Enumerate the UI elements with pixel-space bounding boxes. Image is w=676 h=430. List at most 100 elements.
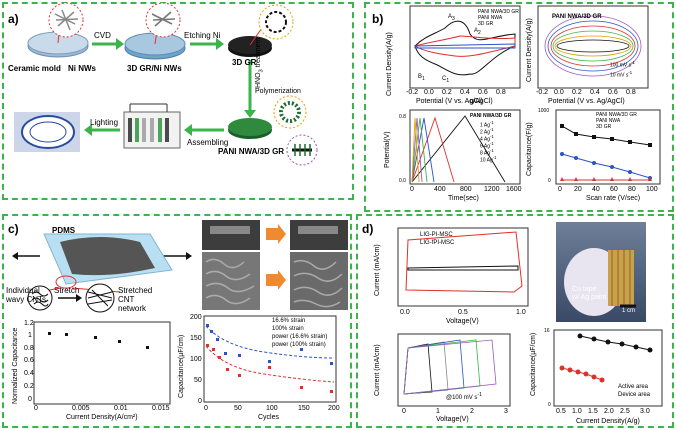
b-gcd-yt-0: 0.8 bbox=[399, 114, 406, 120]
c-norm-xlabel: Current Density(A/cm²) bbox=[66, 414, 138, 421]
b-scan-chart bbox=[537, 5, 649, 89]
b-cv-gcl: gCl) bbox=[470, 98, 483, 105]
b-cap-series-pani bbox=[561, 153, 651, 179]
gr-zoom bbox=[258, 4, 294, 40]
d-cv-xlabel: Voltage(V) bbox=[446, 318, 479, 325]
panel-a-diagram bbox=[14, 2, 318, 166]
b-cv-legend-2: PANI NWA bbox=[478, 15, 503, 21]
b-cap-xt-0: 0 bbox=[558, 186, 562, 193]
b-gcd-leg-3: 4 Ag-1 bbox=[480, 134, 494, 143]
c-norm-yt-3: 0.6 bbox=[24, 357, 34, 364]
b-cv-xlabel: Potential (V vs. Ag/AgCl) bbox=[416, 98, 493, 105]
b-cv-legend-1: PANI NWA/3D GR bbox=[478, 9, 519, 15]
b-scan-xt-2: 0.2 bbox=[572, 89, 582, 96]
c-norm-yt-0: 1.2 bbox=[24, 320, 34, 327]
panel-b-label: b) bbox=[372, 12, 384, 26]
label-stretched-network: Stretched CNT network bbox=[118, 286, 153, 313]
d-cap-xt-1: 1.0 bbox=[572, 408, 582, 415]
b-cap-leg-3: 3D GR bbox=[596, 124, 612, 130]
label-stretch: Stretch bbox=[54, 286, 80, 295]
b-scan-lo: 10 mV s-1 bbox=[610, 70, 633, 79]
b-cv-xt-3: 0.4 bbox=[460, 89, 470, 96]
b-scan-xt-3: 0.4 bbox=[590, 89, 600, 96]
d-cv2-xt-0: 0 bbox=[402, 408, 406, 415]
b-gcd-xt-4: 1600 bbox=[506, 186, 522, 193]
b-cv-pani bbox=[413, 35, 516, 57]
d-cap-xt-2: 1.5 bbox=[588, 408, 598, 415]
c-norm-yt-4: 0.4 bbox=[24, 370, 34, 377]
b-scan-xlabel: Potential (V vs. Ag/AgCl) bbox=[548, 98, 625, 105]
c-cycle-yt-1: 150 bbox=[190, 335, 202, 342]
b-gcd-leg-5: 8 Ag-1 bbox=[480, 148, 494, 157]
b-gcd-yt-8: 0.0 bbox=[399, 178, 406, 184]
b-cap-series-pani-3dgr bbox=[561, 125, 651, 146]
c-norm-yt-1: 1 bbox=[28, 332, 32, 339]
c-cycle-leg-2: 100% strain bbox=[272, 326, 304, 332]
c-cycle-yt-0: 200 bbox=[190, 314, 202, 321]
b-cv-xt-1: 0.0 bbox=[424, 89, 434, 96]
d-cap-xt-3: 2.0 bbox=[604, 408, 614, 415]
d-cv-chart bbox=[397, 227, 529, 307]
d-cap-yt-0: 16 bbox=[544, 328, 550, 334]
panel-c-label: c) bbox=[8, 222, 19, 236]
panel-d bbox=[356, 214, 674, 428]
b-cv-peak-c1: C1 bbox=[442, 76, 450, 85]
c-cycle-chart bbox=[203, 315, 337, 403]
photo-scale-bar: 1 cm bbox=[622, 308, 636, 314]
c-cycle-leg-4: power (100% strain) bbox=[272, 342, 326, 348]
label-etching: Etching Ni bbox=[184, 31, 221, 40]
d-cv-xt-1: 0.5 bbox=[458, 309, 468, 316]
c-norm-yt-6: 0 bbox=[28, 396, 32, 403]
c-cycle-xt-0: 0 bbox=[204, 405, 208, 412]
c-norm-yt-5: 0.2 bbox=[24, 383, 34, 390]
b-cv-xt-4: 0.6 bbox=[478, 89, 488, 96]
b-cv-peak-b1: B1 bbox=[418, 74, 425, 83]
b-cap-xt-3: 60 bbox=[610, 186, 618, 193]
c-norm-ylabel: Normalized Capacitance bbox=[12, 327, 19, 404]
c-cycle-yt-4: 0 bbox=[198, 398, 202, 405]
c-cycle-xlabel: Cycles bbox=[258, 414, 280, 421]
label-pani: PANI NWA/3D GR bbox=[218, 147, 285, 156]
c-norm-xt-1: 0.005 bbox=[72, 405, 90, 412]
panel-a-label: a) bbox=[8, 12, 19, 26]
c-norm-yt-2: 0.8 bbox=[24, 345, 34, 352]
b-gcd-leg-6: 10 Ag-1 bbox=[480, 155, 497, 164]
photo-label-ag-paint: w/ Ag paint bbox=[572, 294, 607, 301]
c-norm-points bbox=[48, 332, 149, 349]
b-cv-legend-3: 3D GR bbox=[478, 21, 494, 27]
c-norm-xt-3: 0.015 bbox=[152, 405, 170, 412]
b-cv-xt-5: 0.8 bbox=[496, 89, 506, 96]
label-ceramic-mold: Ceramic mold bbox=[8, 64, 61, 73]
d-cap-xt-4: 2.5 bbox=[620, 408, 630, 415]
photo-label-cu-tape: Cu tape bbox=[572, 286, 597, 293]
c-cycle-yt-3: 50 bbox=[194, 377, 202, 384]
b-gcd-xlabel: Time(sec) bbox=[448, 195, 479, 202]
c-cycle-yt-2: 100 bbox=[190, 356, 202, 363]
b-scan-xt-5: 0.8 bbox=[626, 89, 636, 96]
b-scan-xt-4: 0.6 bbox=[608, 89, 618, 96]
b-cap-xt-1: 20 bbox=[574, 186, 582, 193]
b-cv-3dgr bbox=[414, 43, 516, 49]
b-scan-xt-0: -0.2 bbox=[536, 89, 549, 96]
label-assembling: Assembling bbox=[187, 138, 229, 147]
d-cap-yt-8: 0 bbox=[548, 402, 551, 408]
b-gcd-leg-1: 1 Ag-1 bbox=[480, 120, 494, 129]
d-cv-leg-1: LIG-PI-MSC bbox=[420, 232, 453, 238]
c-cycle-xt-3: 150 bbox=[298, 405, 310, 412]
b-gcd-xt-0: 0 bbox=[410, 186, 414, 193]
d-cap-xlabel: Current Density(A/g) bbox=[576, 418, 640, 425]
device-photo-art bbox=[564, 248, 636, 316]
panel-b bbox=[364, 2, 674, 212]
b-gcd-xt-3: 1200 bbox=[484, 186, 500, 193]
label-individual-cnts: Individual wavy CNTs bbox=[6, 286, 47, 304]
c-norm-xt-0: 0 bbox=[34, 405, 38, 412]
d-cv-fpi bbox=[405, 231, 523, 293]
label-lighting: Lighting bbox=[90, 118, 119, 127]
d-cap-ylabel: Capacitance(µF/cm) bbox=[530, 332, 537, 396]
b-cv-xt-0: -0.2 bbox=[406, 89, 419, 96]
d-cv2-ylabel: Current (mA/cm) bbox=[374, 344, 381, 396]
label-pdms: PDMS bbox=[52, 226, 76, 235]
b-gcd-xt-1: 400 bbox=[434, 186, 446, 193]
b-gcd-title: PANI NWA/3D GR bbox=[470, 113, 512, 119]
cnt-film bbox=[60, 237, 155, 276]
